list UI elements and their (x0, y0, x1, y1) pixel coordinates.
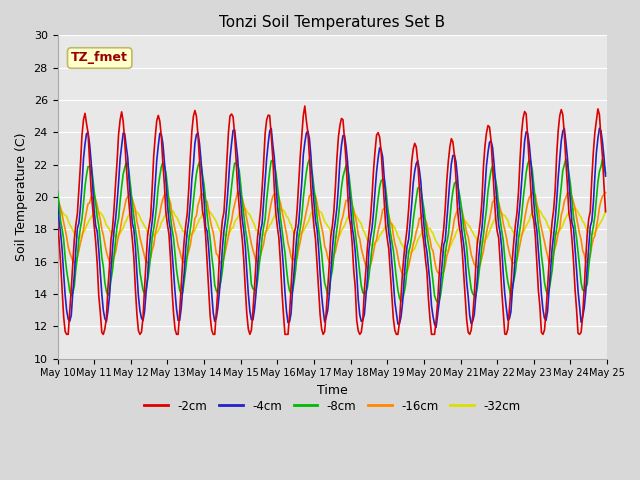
Y-axis label: Soil Temperature (C): Soil Temperature (C) (15, 132, 28, 261)
Text: TZ_fmet: TZ_fmet (71, 51, 128, 64)
Legend: -2cm, -4cm, -8cm, -16cm, -32cm: -2cm, -4cm, -8cm, -16cm, -32cm (140, 395, 525, 417)
X-axis label: Time: Time (317, 384, 348, 397)
Title: Tonzi Soil Temperatures Set B: Tonzi Soil Temperatures Set B (220, 15, 445, 30)
